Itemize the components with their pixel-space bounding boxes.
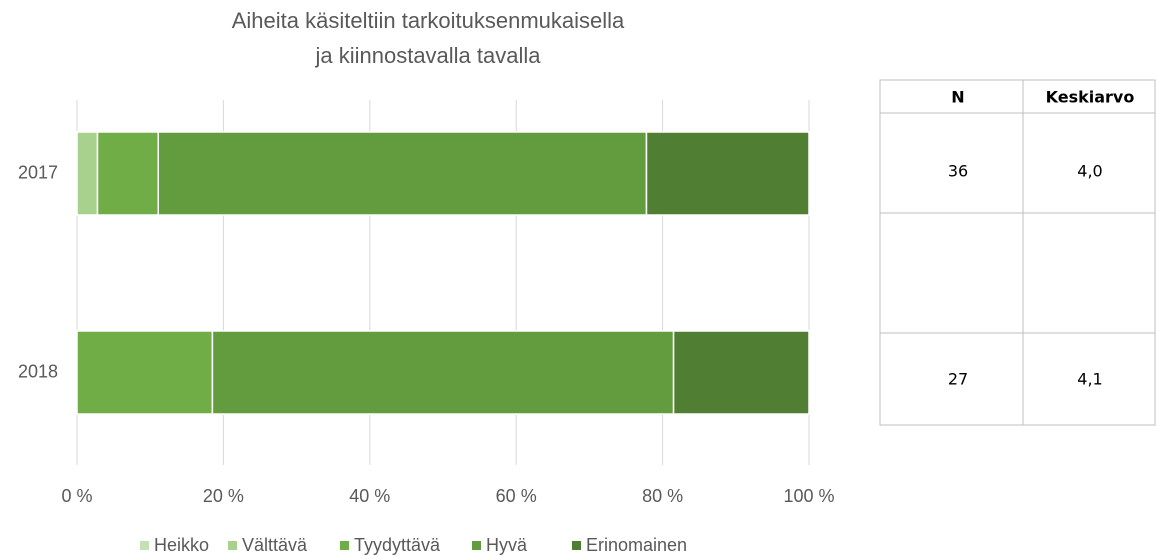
legend-label: Tyydyttävä <box>354 535 441 555</box>
x-tick-label: 0 % <box>61 486 92 506</box>
table: N Keskiarvo 36 4,0 27 4,1 <box>879 79 1156 426</box>
legend-label: Erinomainen <box>586 535 687 555</box>
table-cell: 4,0 <box>1077 162 1102 181</box>
x-tick-label: 40 % <box>349 486 390 506</box>
table-header: N <box>951 88 964 107</box>
x-tick-label: 100 % <box>783 486 834 506</box>
x-tick-label: 80 % <box>642 486 683 506</box>
legend-label: Hyvä <box>486 535 528 555</box>
bar-segment <box>157 131 648 216</box>
legend-label: Välttävä <box>242 535 308 555</box>
legend-swatch <box>140 541 149 550</box>
chart-title: Aiheita käsiteltiin tarkoituksenmukaisel… <box>232 8 625 33</box>
x-tick-label: 60 % <box>496 486 537 506</box>
chart-title: ja kiinnostavalla tavalla <box>314 43 541 68</box>
bar-segment <box>76 330 214 415</box>
table-cell: 27 <box>948 370 968 389</box>
table-header: Keskiarvo <box>1046 88 1135 107</box>
bar-segment <box>76 131 99 216</box>
legend-swatch <box>340 541 349 550</box>
bar-segment <box>96 131 160 216</box>
bar-segment <box>211 330 675 415</box>
y-tick-label: 2018 <box>18 361 58 381</box>
legend-swatch <box>472 541 481 550</box>
table-cell: 36 <box>948 162 968 181</box>
bar-segment <box>672 330 810 415</box>
bar-segment <box>645 131 810 216</box>
table-cell: 4,1 <box>1077 370 1102 389</box>
table-border <box>879 79 1156 426</box>
legend-swatch <box>572 541 581 550</box>
legend-label: Heikko <box>154 535 209 555</box>
x-tick-label: 20 % <box>203 486 244 506</box>
legend-swatch <box>228 541 237 550</box>
y-tick-label: 2017 <box>18 162 58 182</box>
